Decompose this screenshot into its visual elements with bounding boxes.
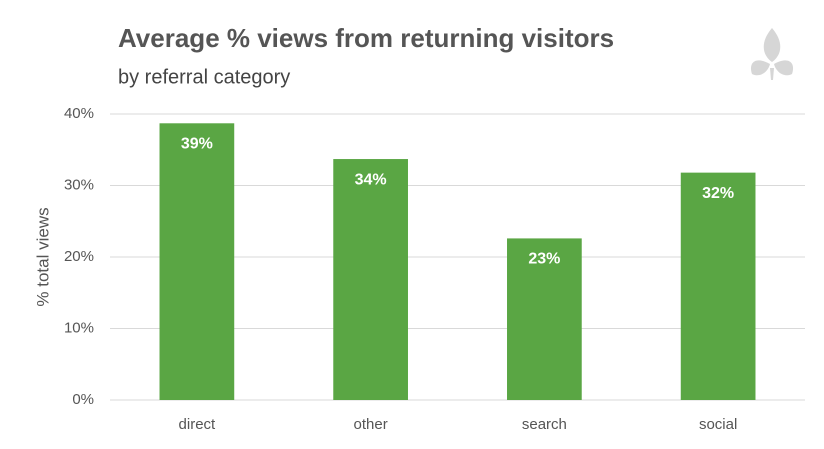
x-tick-label: direct: [179, 416, 217, 433]
y-tick-label: 30%: [64, 176, 94, 193]
bar: [680, 172, 756, 400]
bar-value-label: 34%: [355, 171, 387, 188]
chart-subtitle: by referral category: [118, 66, 290, 88]
bar-value-label: 23%: [528, 251, 560, 268]
x-tick-label: other: [354, 416, 388, 433]
bar: [333, 159, 408, 400]
chart-title: Average % views from returning visitors: [118, 23, 614, 53]
bar: [507, 238, 582, 400]
x-tick-label: social: [699, 416, 737, 433]
logo: [750, 28, 794, 80]
bar: [159, 123, 235, 401]
y-tick-label: 0%: [72, 391, 94, 408]
bar-value-label: 32%: [702, 185, 734, 202]
y-tick-label: 20%: [64, 248, 94, 265]
y-axis-label: % total views: [33, 207, 52, 306]
y-tick-label: 40%: [64, 105, 94, 122]
x-tick-label: search: [522, 416, 567, 433]
bar-value-label: 39%: [181, 136, 213, 153]
y-tick-label: 10%: [64, 319, 94, 336]
